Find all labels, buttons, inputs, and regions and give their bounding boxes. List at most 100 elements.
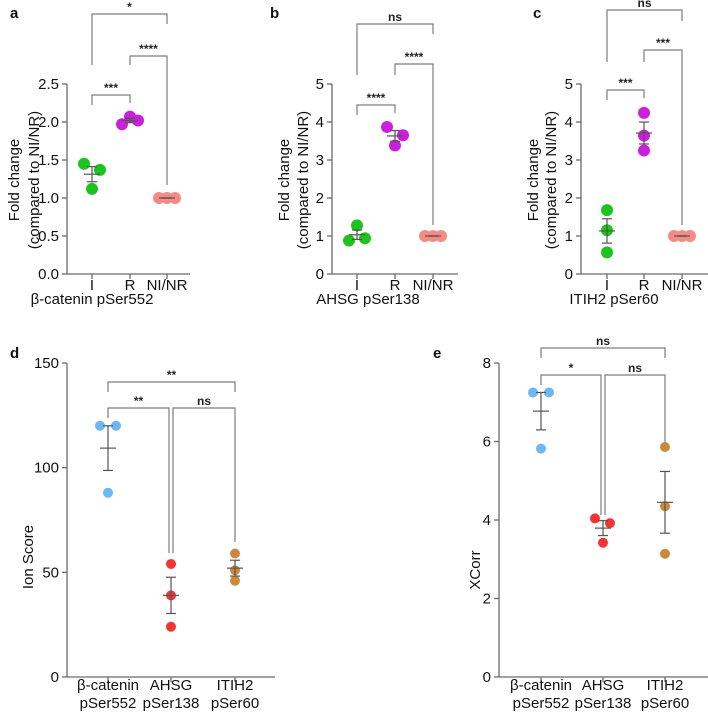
significance-bracket [91,13,168,65]
data-point [638,144,650,157]
y-tick-label: 2 [483,591,491,608]
data-point [598,537,608,548]
data-point [230,548,240,559]
y-tick-label: 50 [42,564,59,581]
significance-bracket [356,23,434,75]
significance-bracket [356,104,396,115]
x-tick-label: AHSG [150,677,193,694]
data-point [389,139,401,152]
significance-label: ns [388,10,402,24]
x-tick-label: I [355,277,359,294]
y-axis-label: Ion Score [20,525,37,589]
significance-label: ns [197,394,211,408]
panel-label: e [433,345,441,362]
y-tick-label: 0.5 [38,228,59,245]
x-tick-label: pSer552 [513,695,570,712]
data-point [111,420,121,431]
y-tick-label: 4 [565,114,573,131]
y-tick-label: 2.5 [38,76,59,93]
data-point [544,387,554,398]
y-tick-label: 1 [316,228,324,245]
significance-label: **** [405,50,424,64]
data-point [95,420,105,431]
significance-label: * [569,361,574,375]
significance-label: ** [167,368,177,382]
x-tick-label: pSer138 [143,695,200,712]
y-tick-label: 4 [483,512,491,529]
x-tick-label: pSer60 [641,695,689,712]
y-tick-label: 2.0 [38,114,59,131]
x-tick-label: NI/NR [147,277,188,294]
data-point [638,106,650,119]
data-point [78,157,90,170]
x-tick-label: NI/NR [662,277,703,294]
x-tick-label: R [125,277,136,294]
x-tick-label: β-catenin [77,677,139,694]
data-point [359,232,371,245]
y-tick-label: 2 [565,190,573,207]
significance-label: *** [656,36,670,50]
significance-label: ns [637,0,651,10]
data-point [660,441,670,452]
y-tick-label: 1 [565,228,573,245]
significance-label: *** [104,81,118,95]
y-tick-label: 1.0 [38,190,59,207]
y-tick-label: 6 [483,434,491,451]
x-axis-label: ITIH2 pSer60 [569,291,658,308]
y-tick-label: 0.0 [38,266,59,283]
panel-c: c 0 1 2 3 4 5 Fold change (compared to NI/NR) ITI… [525,0,708,308]
data-point [381,120,393,133]
x-tick-label: NI/NR [413,277,454,294]
y-tick-label: 3 [565,152,573,169]
significance-label: **** [139,42,158,56]
significance-label: * [127,0,132,14]
data-point [536,443,546,454]
x-tick-label: β-catenin [510,677,572,694]
x-tick-label: ITIH2 [647,677,684,694]
data-point [601,246,613,259]
significance-bracket [540,374,602,515]
data-point [590,513,600,524]
x-tick-label: R [390,277,401,294]
x-axis-label: AHSG pSer138 [316,291,419,308]
panel-label: a [10,5,19,22]
y-tick-label: 100 [34,460,59,477]
data-point [103,487,113,498]
x-tick-label: pSer138 [575,695,632,712]
y-axis-label: Fold change [525,139,542,222]
x-tick-label: AHSG [582,677,625,694]
y-tick-label: 0 [51,669,59,686]
y-tick-label: 5 [565,76,573,93]
y-axis-label: (compared to NI/NR) [295,111,312,249]
y-tick-label: 0 [565,266,573,283]
data-point [397,129,409,142]
significance-label: *** [618,76,632,90]
significance-label: ** [134,394,144,408]
x-axis-label: β-catenin pSer552 [31,291,154,308]
x-tick-label: pSer60 [211,695,259,712]
y-tick-label: 2 [316,190,324,207]
y-axis-label: XCorr [467,550,484,589]
data-point [166,558,176,569]
data-point [351,219,363,232]
y-axis-label: (compared to NI/NR) [543,111,560,249]
panel-a: a 0.0 0.5 1.0 1.5 2.0 2.5 Fold change (compared … [6,0,190,308]
data-point [660,548,670,559]
significance-bracket [91,94,131,105]
significance-bracket [394,63,434,225]
significance-label: ns [628,361,642,375]
x-tick-label: ITIH2 [217,677,254,694]
data-point [343,234,355,247]
y-tick-label: 4 [316,114,324,131]
significance-bracket [606,9,683,62]
x-tick-label: pSer552 [80,695,137,712]
y-axis-label: Fold change [6,139,23,222]
data-point [230,575,240,586]
y-tick-label: 8 [483,355,491,372]
x-tick-label: I [90,277,94,294]
x-tick-label: I [605,277,609,294]
panel-label: d [10,345,19,362]
significance-bracket [107,381,236,392]
